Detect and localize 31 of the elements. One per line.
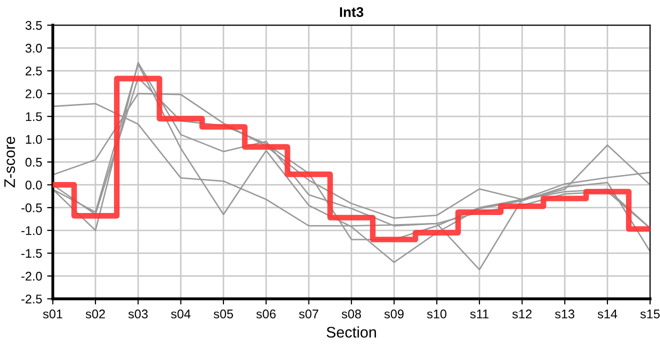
x-tick-label: s10 [427,310,446,318]
x-tick-label: s15 [640,310,660,318]
y-tick-label: 1.0 [26,135,42,144]
x-tick-label: s14 [598,310,618,318]
x-tick-label: s06 [256,310,276,318]
y-tick-label: 0.5 [25,158,42,167]
y-tick-label: 2.0 [26,89,42,98]
y-tick-label: 2.5 [26,66,42,76]
y-tick-label: -1.5 [21,249,42,258]
y-tick-label: 3.0 [25,44,42,53]
x-axis-title: Section [326,326,376,338]
chart-title: Int3 [340,7,364,18]
x-tick-label: s03 [128,310,148,318]
x-tick-label: s09 [384,310,404,318]
x-tick-label: s12 [512,310,532,318]
y-tick-label: 0.0 [25,180,42,190]
x-tick-label: s07 [299,310,318,318]
x-tick-label: s04 [171,310,191,318]
x-tick-label: s11 [470,310,488,318]
x-tick-label: s08 [342,310,361,318]
y-tick-label: -2.5 [21,294,42,304]
y-tick-label: 1.5 [26,112,42,122]
x-tick-label: s05 [214,310,234,318]
y-tick-label: 3.5 [25,21,42,30]
x-tick-label: s01 [43,310,62,318]
y-tick-label: -2.0 [21,272,42,281]
x-tick-label: s13 [555,310,574,318]
x-tick-label: s02 [86,310,105,318]
y-axis-title: Z-score [4,136,16,188]
y-tick-label: -0.5 [21,203,42,212]
y-tick-label: -1.0 [21,226,42,236]
